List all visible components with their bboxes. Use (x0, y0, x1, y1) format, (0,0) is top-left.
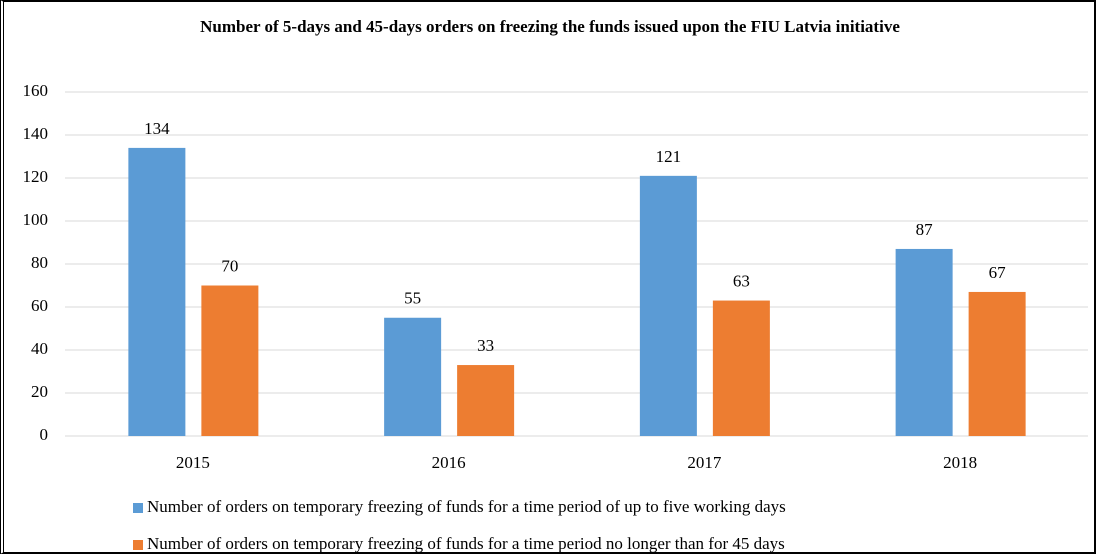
data-label: 87 (916, 220, 934, 239)
data-label: 67 (989, 263, 1007, 282)
y-tick-label: 20 (31, 382, 48, 401)
data-label: 70 (221, 256, 238, 275)
chart-title: Number of 5-days and 45-days orders on f… (200, 17, 900, 36)
bar (712, 300, 770, 436)
x-tick-label: 2015 (176, 453, 210, 472)
data-label: 63 (733, 271, 750, 290)
bar (457, 365, 515, 436)
y-tick-label: 40 (31, 339, 48, 358)
y-tick-label: 80 (31, 253, 48, 272)
legend-swatch (133, 503, 143, 513)
bar (639, 175, 697, 436)
bar (895, 248, 953, 436)
data-label: 55 (404, 289, 421, 308)
y-tick-label: 100 (23, 210, 49, 229)
legend-swatch (133, 540, 143, 550)
data-label: 121 (656, 147, 682, 166)
x-tick-label: 2016 (432, 453, 466, 472)
data-label: 134 (144, 119, 170, 138)
legend-label: Number of orders on temporary freezing o… (147, 497, 786, 516)
data-label: 33 (477, 336, 494, 355)
bar (968, 291, 1026, 436)
x-tick-label: 2018 (943, 453, 977, 472)
legend-label: Number of orders on temporary freezing o… (147, 534, 785, 553)
x-tick-label: 2017 (687, 453, 722, 472)
bar (201, 285, 259, 436)
bar (384, 317, 442, 436)
y-tick-label: 60 (31, 296, 48, 315)
y-tick-label: 140 (23, 124, 49, 143)
y-tick-label: 0 (40, 425, 49, 444)
y-tick-label: 160 (23, 81, 49, 100)
bar (128, 147, 186, 436)
y-tick-label: 120 (23, 167, 49, 186)
